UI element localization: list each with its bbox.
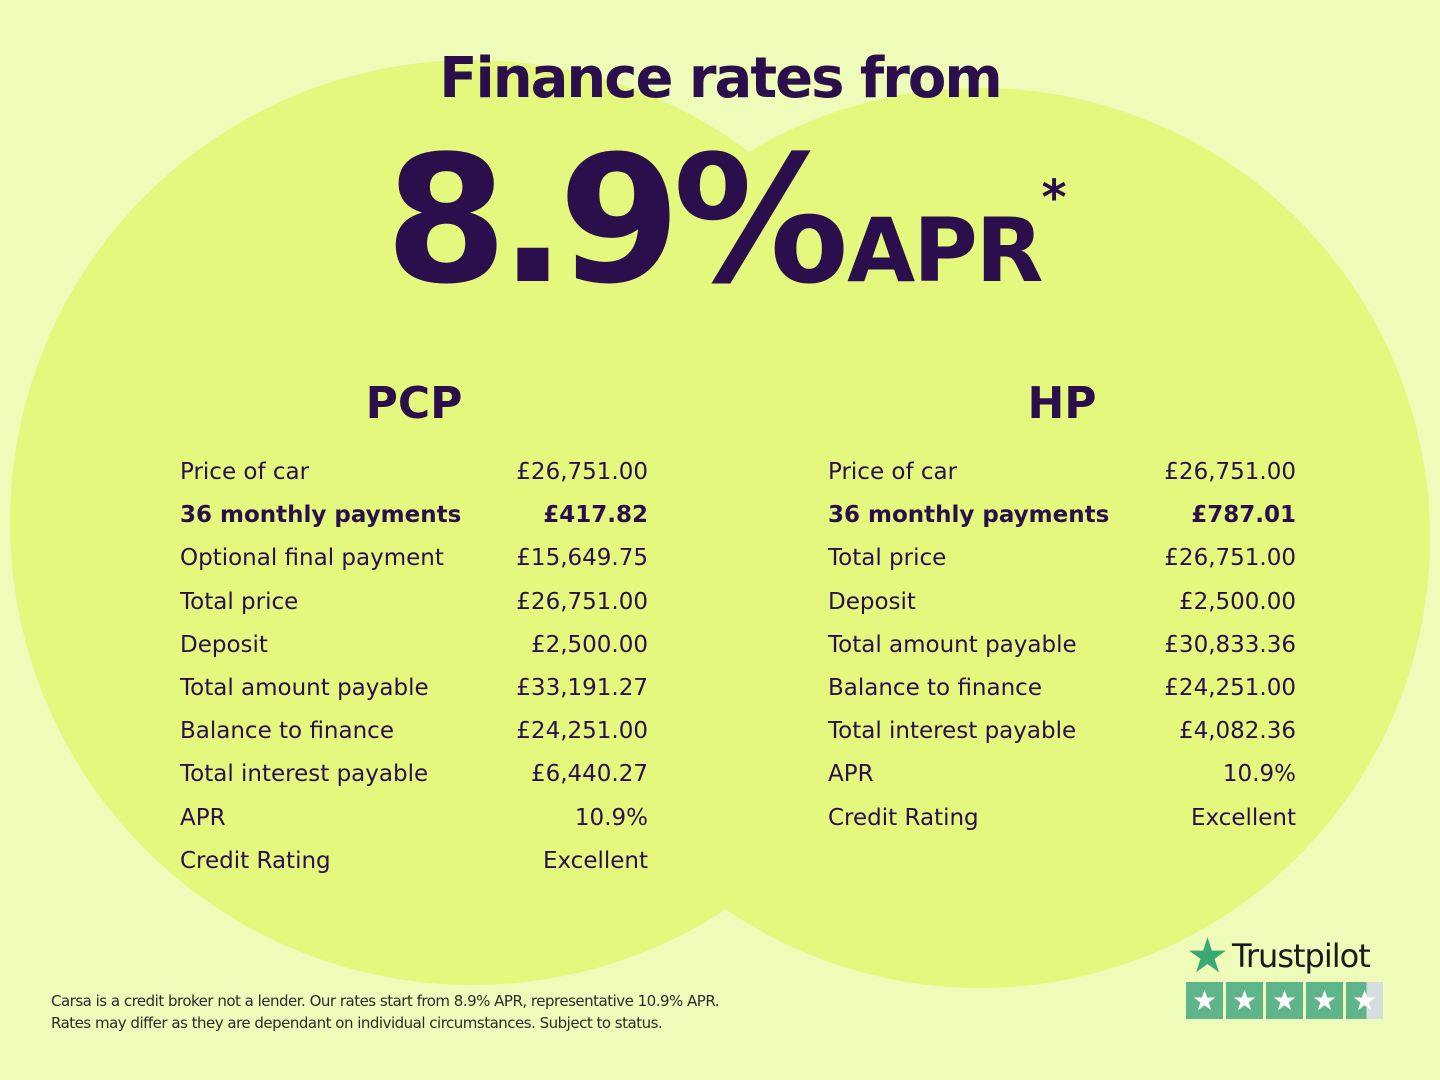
row-value: £4,082.36 — [1178, 718, 1296, 745]
row-value: £26,751.00 — [516, 459, 648, 485]
headline-rate: 8.9%APR* — [385, 118, 1067, 323]
pcp-table: Price of car £26,751.00 36 monthly payment… — [180, 457, 648, 889]
row-value: Excellent — [542, 847, 648, 874]
rating-star-icon: ★ — [1266, 982, 1303, 1019]
row-label: Balance to finance — [180, 718, 394, 745]
row-value: £6,440.27 — [530, 761, 648, 788]
row-label: 36 monthly payments — [180, 502, 462, 529]
row-value: £787.01 — [1191, 502, 1296, 529]
disclaimer: Carsa is a credit broker not a lender. O… — [51, 990, 720, 1034]
hp-panel: HP Price of car £26,751.00 36 monthly paym… — [828, 378, 1296, 846]
row-value: 10.9% — [574, 804, 648, 831]
trustpilot-rating: ★ ★ ★ ★ ★ — [1186, 982, 1383, 1019]
trustpilot-badge: ★ Trustpilot ★ ★ ★ ★ ★ — [1186, 928, 1383, 1019]
row-label: Deposit — [828, 588, 916, 615]
rate-asterisk: * — [1041, 170, 1067, 226]
rating-star-icon: ★ — [1186, 982, 1223, 1019]
row-label: Total interest payable — [828, 718, 1077, 745]
row-label: Total interest payable — [180, 761, 429, 788]
table-row: Price of car £26,751.00 — [828, 457, 1296, 500]
disclaimer-line-1: Carsa is a credit broker not a lender. O… — [51, 992, 720, 1010]
trustpilot-star-icon: ★ — [1186, 928, 1229, 984]
table-row: APR 10.9% — [180, 803, 648, 846]
row-label: APR — [828, 761, 874, 788]
row-value: £2,500.00 — [1178, 588, 1296, 615]
row-label: Total amount payable — [828, 631, 1077, 658]
table-row: Balance to finance £24,251.00 — [828, 673, 1296, 716]
row-value: £24,251.00 — [1164, 674, 1296, 701]
row-value: £24,251.00 — [516, 718, 648, 745]
rate-suffix: APR — [847, 199, 1043, 302]
table-row: Deposit £2,500.00 — [828, 587, 1296, 630]
hp-table: Price of car £26,751.00 36 monthly payment… — [828, 457, 1296, 846]
pcp-title: PCP — [365, 378, 463, 429]
table-row: Total amount payable £30,833.36 — [828, 630, 1296, 673]
row-value: £26,751.00 — [516, 588, 648, 615]
row-label: Optional final payment — [180, 545, 444, 572]
row-label: Credit Rating — [180, 847, 331, 874]
table-row: Credit Rating Excellent — [828, 803, 1296, 846]
trustpilot-name: Trustpilot — [1232, 937, 1371, 975]
table-row: Credit Rating Excellent — [180, 846, 648, 889]
row-value: £2,500.00 — [530, 631, 648, 658]
headline: Finance rates from — [439, 46, 1002, 111]
row-label: Deposit — [180, 631, 268, 658]
table-row: 36 monthly payments £787.01 — [828, 500, 1296, 543]
table-row: Optional final payment £15,649.75 — [180, 543, 648, 586]
row-value: £26,751.00 — [1164, 459, 1296, 485]
table-row: APR 10.9% — [828, 759, 1296, 802]
rating-star-icon: ★ — [1346, 982, 1383, 1019]
row-label: Price of car — [180, 459, 310, 485]
row-value: £26,751.00 — [1164, 545, 1296, 572]
row-value: Excellent — [1190, 804, 1296, 831]
row-value: £30,833.36 — [1164, 631, 1296, 658]
row-value: £417.82 — [543, 502, 648, 529]
table-row: Price of car £26,751.00 — [180, 457, 648, 500]
row-label: 36 monthly payments — [828, 502, 1110, 529]
row-label: Total price — [180, 588, 299, 615]
decorative-circle-right — [530, 88, 1430, 988]
row-value: £15,649.75 — [516, 545, 648, 572]
table-row: 36 monthly payments £417.82 — [180, 500, 648, 543]
row-label: Price of car — [828, 459, 958, 485]
table-row: Total amount payable £33,191.27 — [180, 673, 648, 716]
disclaimer-line-2: Rates may differ as they are dependant o… — [51, 1014, 663, 1032]
table-row: Total interest payable £6,440.27 — [180, 759, 648, 802]
rate-value: 8.9% — [385, 118, 849, 323]
row-value: £33,191.27 — [516, 674, 648, 701]
row-label: Balance to finance — [828, 674, 1042, 701]
row-label: APR — [180, 804, 226, 831]
table-row: Total price £26,751.00 — [180, 587, 648, 630]
row-label: Credit Rating — [828, 804, 979, 831]
table-row: Total interest payable £4,082.36 — [828, 716, 1296, 759]
table-row: Deposit £2,500.00 — [180, 630, 648, 673]
row-value: 10.9% — [1222, 761, 1296, 788]
table-row: Total price £26,751.00 — [828, 543, 1296, 586]
hp-title: HP — [1027, 378, 1097, 429]
pcp-panel: PCP Price of car £26,751.00 36 monthly pay… — [180, 378, 648, 889]
row-label: Total price — [828, 545, 947, 572]
rating-star-icon: ★ — [1306, 982, 1343, 1019]
table-row: Balance to finance £24,251.00 — [180, 716, 648, 759]
rating-star-icon: ★ — [1226, 982, 1263, 1019]
row-label: Total amount payable — [180, 674, 429, 701]
